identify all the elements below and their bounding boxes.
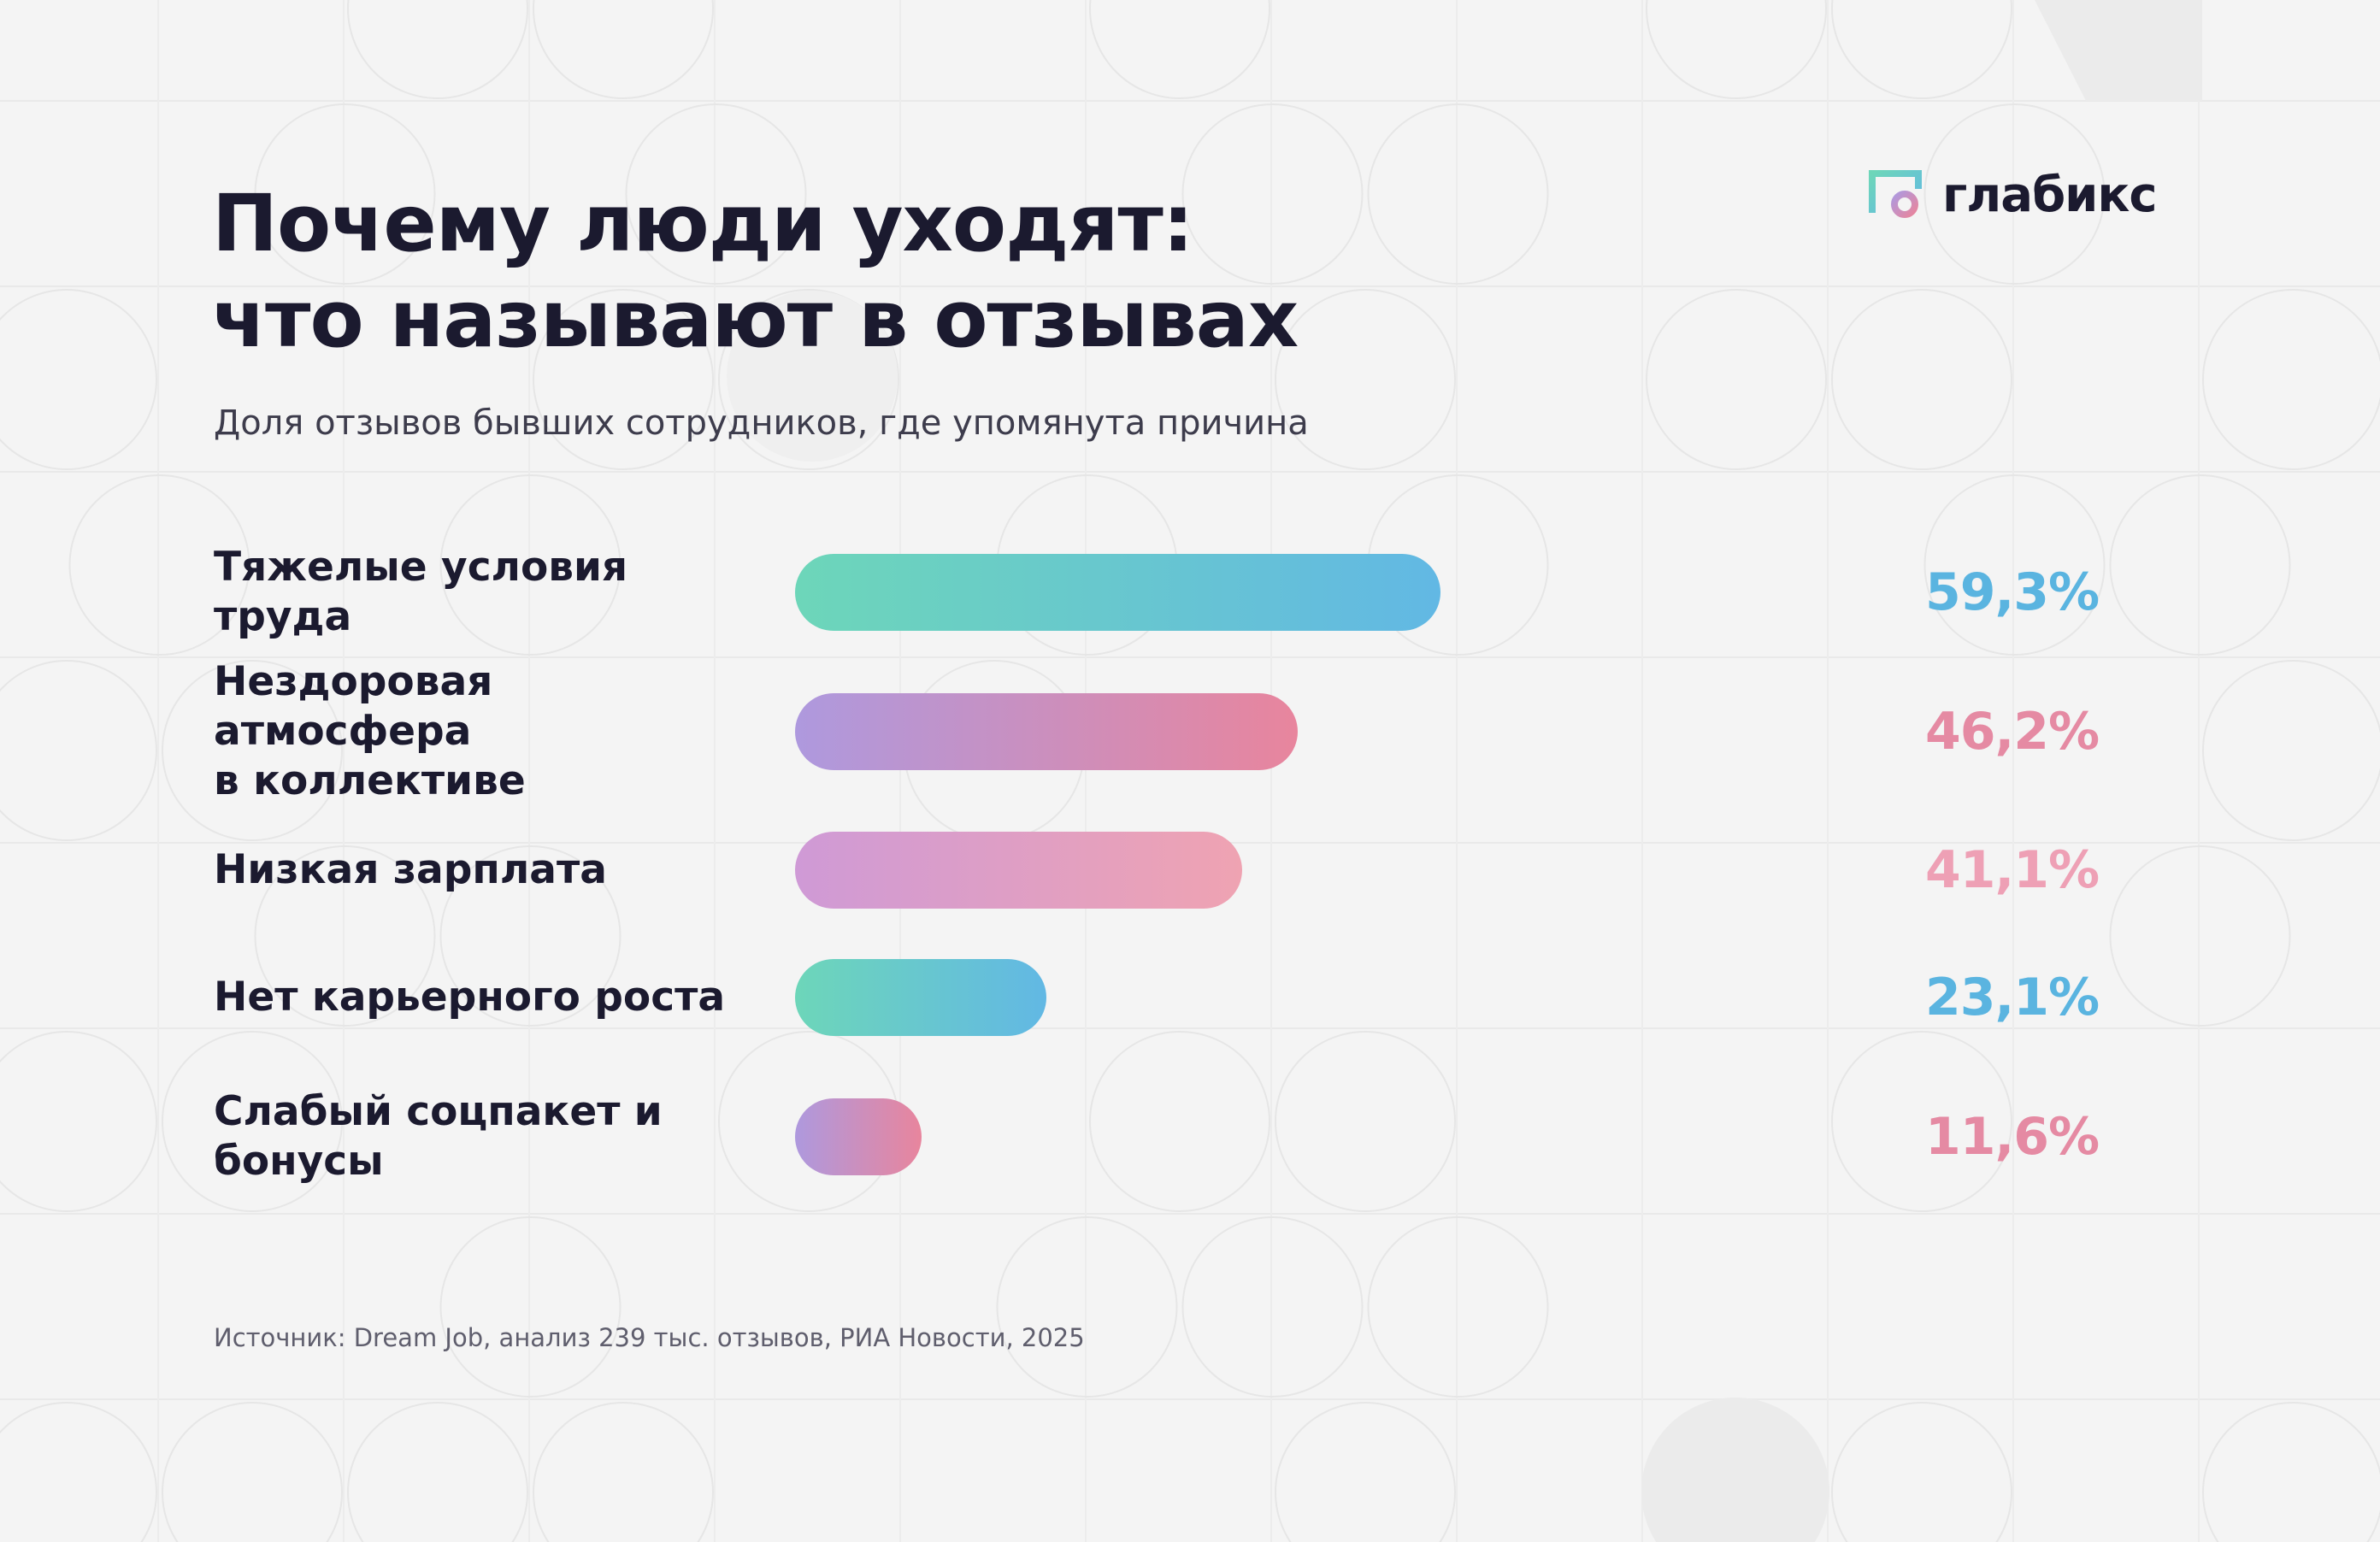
chart-subtitle: Доля отзывов бывших сотрудников, где упо… bbox=[214, 403, 1309, 443]
bar-value-label: 46,2% bbox=[1925, 702, 2100, 762]
title-line-1: Почему люди уходят: bbox=[212, 178, 1194, 269]
title-line-2: что называют в отзывах bbox=[212, 274, 1299, 365]
source-note: Источник: Dream Job, анализ 239 тыс. отз… bbox=[214, 1323, 1085, 1352]
bar bbox=[795, 693, 1298, 770]
category-label: Нет карьерного роста bbox=[214, 946, 761, 1049]
category-label-line: Слабый соцпакет и bbox=[214, 1088, 663, 1135]
category-label-line: Нет карьерного роста bbox=[214, 974, 726, 1021]
category-label-line: Нездоровая атмосфера bbox=[214, 658, 493, 755]
page-title: Почему люди уходят: что называют в отзыв… bbox=[212, 176, 1299, 368]
category-label: Нездоровая атмосфера в коллективе bbox=[214, 658, 761, 804]
brand-name: глабикс bbox=[1942, 167, 2158, 223]
category-label-line: бонусы bbox=[214, 1138, 384, 1185]
bar bbox=[795, 959, 1046, 1036]
category-label: Низкая зарплата bbox=[214, 819, 761, 921]
brand-logo: глабикс bbox=[1869, 167, 2158, 223]
bar bbox=[795, 1098, 922, 1175]
category-label: Тяжелые условия труда bbox=[214, 541, 761, 644]
bar-value-label: 23,1% bbox=[1925, 968, 2100, 1027]
category-label-line: Низкая зарплата bbox=[214, 846, 607, 893]
category-label-line: в коллективе bbox=[214, 757, 526, 804]
bar bbox=[795, 832, 1242, 909]
brand-logo-icon bbox=[1869, 170, 1922, 218]
category-label-line: Тяжелые условия труда bbox=[214, 544, 628, 640]
bar-value-label: 11,6% bbox=[1925, 1107, 2100, 1167]
bar-value-label: 41,1% bbox=[1925, 840, 2100, 900]
bar bbox=[795, 554, 1440, 631]
bar-value-label: 59,3% bbox=[1925, 562, 2100, 622]
category-label: Слабый соцпакет и бонусы bbox=[214, 1086, 761, 1188]
